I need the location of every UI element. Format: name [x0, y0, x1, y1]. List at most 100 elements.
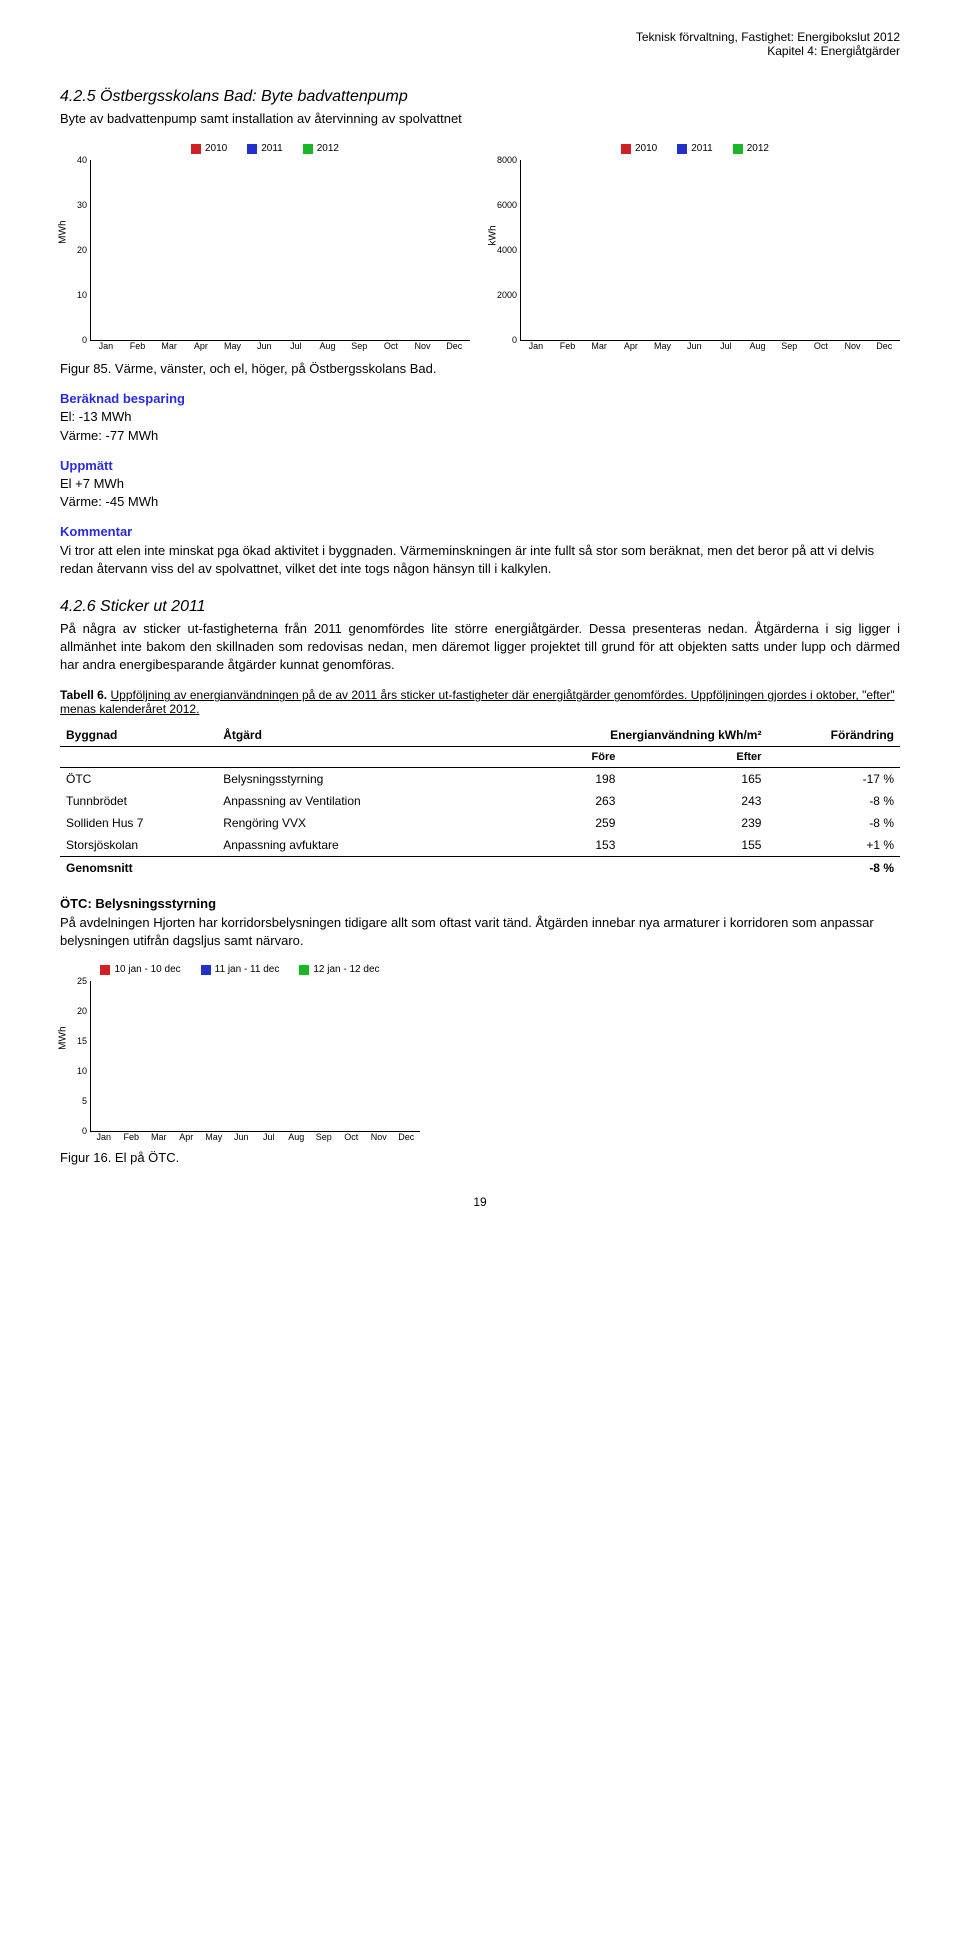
x-label: Nov	[837, 341, 869, 351]
x-label: Sep	[773, 341, 805, 351]
col-atgard: Åtgärd	[217, 724, 480, 747]
y-tick: 15	[77, 1036, 87, 1046]
legend-swatch	[201, 965, 211, 975]
section-425-heading: 4.2.5 Östbergsskolans Bad: Byte badvatte…	[60, 88, 900, 106]
legend-item: 2012	[733, 143, 769, 154]
kommentar-text: Vi tror att elen inte minskat pga ökad a…	[60, 543, 874, 576]
y-tick: 4000	[497, 245, 517, 255]
x-label: Jul	[255, 1132, 283, 1142]
table-row: TunnbrödetAnpassning av Ventilation26324…	[60, 790, 900, 812]
x-label: Dec	[868, 341, 900, 351]
table-cell: 155	[621, 834, 767, 857]
legend-label: 2010	[205, 143, 227, 154]
section-425-intro: Byte av badvattenpump samt installation …	[60, 110, 900, 128]
legend-swatch	[677, 144, 687, 154]
legend-swatch	[303, 144, 313, 154]
besparing-l1: El: -13 MWh	[60, 409, 132, 424]
section-426-text: På några av sticker ut-fastigheterna frå…	[60, 620, 900, 675]
kommentar-title: Kommentar	[60, 524, 132, 539]
table-cell: 165	[621, 768, 767, 791]
col-byggnad: Byggnad	[60, 724, 217, 747]
chart-left: 201020112012 MWh 010203040 JanFebMarAprM…	[60, 143, 470, 351]
y-tick: 20	[77, 1006, 87, 1016]
y-tick: 8000	[497, 155, 517, 165]
legend-swatch	[100, 965, 110, 975]
otc-text: På avdelningen Hjorten har korridorsbely…	[60, 915, 874, 948]
table-cell: -8 %	[767, 857, 900, 880]
x-label: Feb	[552, 341, 584, 351]
y-tick: 40	[77, 155, 87, 165]
x-label: Oct	[338, 1132, 366, 1142]
x-label: Jan	[90, 341, 122, 351]
x-label: Aug	[312, 341, 344, 351]
table-cell: Belysningsstyrning	[217, 768, 480, 791]
table-cell: Anpassning av Ventilation	[217, 790, 480, 812]
x-label: May	[217, 341, 249, 351]
header-line2: Kapitel 4: Energiåtgärder	[767, 44, 900, 58]
table-cell: 259	[480, 812, 621, 834]
x-label: Aug	[742, 341, 774, 351]
table-cell: Storsjöskolan	[60, 834, 217, 857]
table-cell: 153	[480, 834, 621, 857]
x-label: Jun	[248, 341, 280, 351]
table-cell: +1 %	[767, 834, 900, 857]
y-tick: 6000	[497, 200, 517, 210]
x-label: Feb	[118, 1132, 146, 1142]
table-cell: 263	[480, 790, 621, 812]
table-cell: Rengöring VVX	[217, 812, 480, 834]
table-cell: -8 %	[767, 812, 900, 834]
legend-label: 2011	[261, 143, 283, 154]
x-label: Mar	[145, 1132, 173, 1142]
x-label: Oct	[805, 341, 837, 351]
legend-item: 10 jan - 10 dec	[100, 964, 180, 975]
x-label: Mar	[153, 341, 185, 351]
table-cell: -8 %	[767, 790, 900, 812]
otc-title: ÖTC: Belysningsstyrning	[60, 896, 216, 911]
x-label: Sep	[343, 341, 375, 351]
x-label: Mar	[583, 341, 615, 351]
table6: Byggnad Åtgärd Energianvändning kWh/m² F…	[60, 724, 900, 879]
legend-label: 10 jan - 10 dec	[114, 964, 180, 975]
legend-item: 2011	[677, 143, 713, 154]
table6-caption: Tabell 6. Uppföljning av energianvändnin…	[60, 688, 900, 716]
legend-swatch	[299, 965, 309, 975]
section-426-heading: 4.2.6 Sticker ut 2011	[60, 598, 900, 616]
table-cell	[480, 857, 621, 880]
table-row: ÖTCBelysningsstyrning198165-17 %	[60, 768, 900, 791]
uppmatt-title: Uppmätt	[60, 458, 113, 473]
table-row: Solliden Hus 7Rengöring VVX259239-8 %	[60, 812, 900, 834]
page-header: Teknisk förvaltning, Fastighet: Energibo…	[60, 30, 900, 58]
legend-item: 12 jan - 12 dec	[299, 964, 379, 975]
x-label: Jul	[710, 341, 742, 351]
legend-swatch	[247, 144, 257, 154]
table-row: StorsjöskolanAnpassning avfuktare153155+…	[60, 834, 900, 857]
legend-label: 2010	[635, 143, 657, 154]
legend-label: 12 jan - 12 dec	[313, 964, 379, 975]
besparing-l2: Värme: -77 MWh	[60, 428, 158, 443]
x-label: May	[647, 341, 679, 351]
y-tick: 25	[77, 976, 87, 986]
besparing-title: Beräknad besparing	[60, 391, 185, 406]
y-tick: 10	[77, 1066, 87, 1076]
y-tick: 5	[82, 1096, 87, 1106]
x-label: Apr	[173, 1132, 201, 1142]
y-tick: 10	[77, 290, 87, 300]
legend-swatch	[191, 144, 201, 154]
legend-label: 11 jan - 11 dec	[215, 964, 280, 975]
x-label: Oct	[375, 341, 407, 351]
x-label: Nov	[365, 1132, 393, 1142]
x-label: May	[200, 1132, 228, 1142]
header-line1: Teknisk förvaltning, Fastighet: Energibo…	[636, 30, 900, 44]
table-cell: Genomsnitt	[60, 857, 217, 880]
x-label: Apr	[185, 341, 217, 351]
col-energi: Energianvändning kWh/m²	[480, 724, 767, 747]
table-cell	[217, 857, 480, 880]
y-tick: 30	[77, 200, 87, 210]
table-cell: 243	[621, 790, 767, 812]
col-efter: Efter	[621, 747, 767, 768]
legend-label: 2011	[691, 143, 713, 154]
x-label: Jan	[90, 1132, 118, 1142]
table-cell	[621, 857, 767, 880]
col-forandring: Förändring	[767, 724, 900, 747]
x-label: Jun	[678, 341, 710, 351]
